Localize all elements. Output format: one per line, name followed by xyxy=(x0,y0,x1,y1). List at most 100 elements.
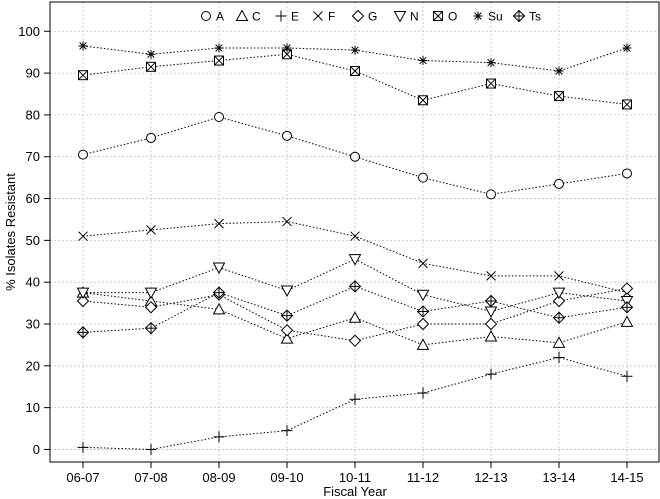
y-tick-label: 70 xyxy=(26,149,40,164)
y-tick-label: 60 xyxy=(26,191,40,206)
point-n xyxy=(212,262,226,275)
point-g xyxy=(620,282,634,295)
point-f xyxy=(214,218,224,229)
y-tick-label: 40 xyxy=(26,275,40,290)
x-tick-label: 13-14 xyxy=(542,470,575,485)
series-n xyxy=(76,254,634,318)
point-g xyxy=(144,301,158,314)
y-tick-label: 80 xyxy=(26,107,40,122)
point-o xyxy=(486,78,496,89)
point-c xyxy=(280,332,294,344)
x-tick-label: 08-09 xyxy=(202,470,235,485)
axes: 0 10 20 30 40 50 60 70 80 90 100 06-07 07-08 08-09 09-… xyxy=(18,24,643,485)
point-g xyxy=(484,317,498,331)
series-line-a xyxy=(82,116,628,195)
legend-item-n: N xyxy=(393,10,419,24)
point-ts xyxy=(76,326,90,339)
point-o xyxy=(214,55,224,66)
point-ts xyxy=(212,286,226,299)
series-g xyxy=(76,282,634,347)
point-f xyxy=(554,271,564,281)
point-a xyxy=(282,130,292,141)
legend-marker-o xyxy=(433,11,443,21)
point-e xyxy=(417,387,429,399)
series-su xyxy=(78,41,632,76)
x-tick-label: 14-15 xyxy=(610,470,643,485)
x-axis-title: Fiscal Year xyxy=(323,484,387,499)
point-n xyxy=(280,285,294,298)
legend-item-f: F xyxy=(313,10,335,24)
point-o xyxy=(350,66,360,76)
legend-label-a: A xyxy=(216,10,224,24)
point-e xyxy=(281,425,293,437)
legend-marker-a xyxy=(201,11,211,21)
point-c xyxy=(484,330,498,342)
legend-marker-n xyxy=(393,11,407,23)
point-e xyxy=(77,441,89,453)
point-ts xyxy=(416,305,430,318)
point-o xyxy=(418,95,428,106)
point-su xyxy=(282,43,292,53)
legend-label-g: G xyxy=(368,10,377,24)
point-ts xyxy=(348,280,362,293)
legend-item-g: G xyxy=(351,9,377,24)
point-e xyxy=(145,443,157,455)
x-tick-label: 09-10 xyxy=(270,470,303,485)
point-su xyxy=(622,43,632,53)
point-c xyxy=(416,338,430,350)
y-tick-label: 30 xyxy=(26,317,40,332)
point-su xyxy=(78,41,88,51)
x-tick-label: 12-13 xyxy=(474,470,507,485)
legend-label-n: N xyxy=(410,10,419,24)
series-line-o xyxy=(82,53,628,105)
point-su xyxy=(418,56,428,66)
x-tick-label: 10-11 xyxy=(339,470,371,485)
legend-marker-ts xyxy=(512,9,526,23)
point-ts xyxy=(144,321,158,335)
legend-item-o: O xyxy=(433,10,457,24)
legend-label-ts: Ts xyxy=(529,10,541,24)
point-n xyxy=(552,287,566,300)
y-tick-label: 100 xyxy=(18,24,40,39)
point-n xyxy=(348,254,362,266)
point-c xyxy=(552,336,566,348)
y-tick-label: 0 xyxy=(33,442,40,457)
point-a xyxy=(418,172,428,183)
point-f xyxy=(146,225,156,235)
legend-marker-f xyxy=(313,11,323,21)
series-f xyxy=(78,216,632,298)
point-f xyxy=(282,216,292,227)
point-su xyxy=(554,66,564,76)
point-a xyxy=(214,112,224,122)
point-a xyxy=(622,168,632,179)
point-a xyxy=(554,178,564,189)
point-o xyxy=(146,61,156,72)
series-line-g xyxy=(82,287,628,342)
point-su xyxy=(146,49,156,59)
legend-item-e: E xyxy=(275,10,299,24)
legend-marker-e xyxy=(275,10,287,22)
y-tick-label: 10 xyxy=(26,400,40,415)
point-ts xyxy=(620,301,634,314)
point-su xyxy=(350,45,360,55)
legend-item-su: Su xyxy=(473,10,503,24)
y-tick-label: 20 xyxy=(26,358,40,373)
point-n xyxy=(76,287,90,300)
legend-marker-g xyxy=(351,9,365,23)
x-tick-label: 06-07 xyxy=(66,470,99,485)
point-f xyxy=(486,271,496,281)
point-c xyxy=(212,302,226,315)
point-a xyxy=(350,151,360,162)
legend: A C E F G N O Su Ts xyxy=(201,9,541,24)
point-a xyxy=(146,132,156,143)
point-g xyxy=(76,294,90,308)
series-line-ts xyxy=(82,285,628,333)
legend-label-o: O xyxy=(448,10,457,24)
point-su xyxy=(214,43,224,53)
legend-marker-su xyxy=(473,11,483,21)
point-c xyxy=(348,311,362,323)
plot-frame xyxy=(49,1,660,463)
point-e xyxy=(349,393,361,405)
series-line-su xyxy=(82,45,628,72)
point-g xyxy=(416,317,430,331)
